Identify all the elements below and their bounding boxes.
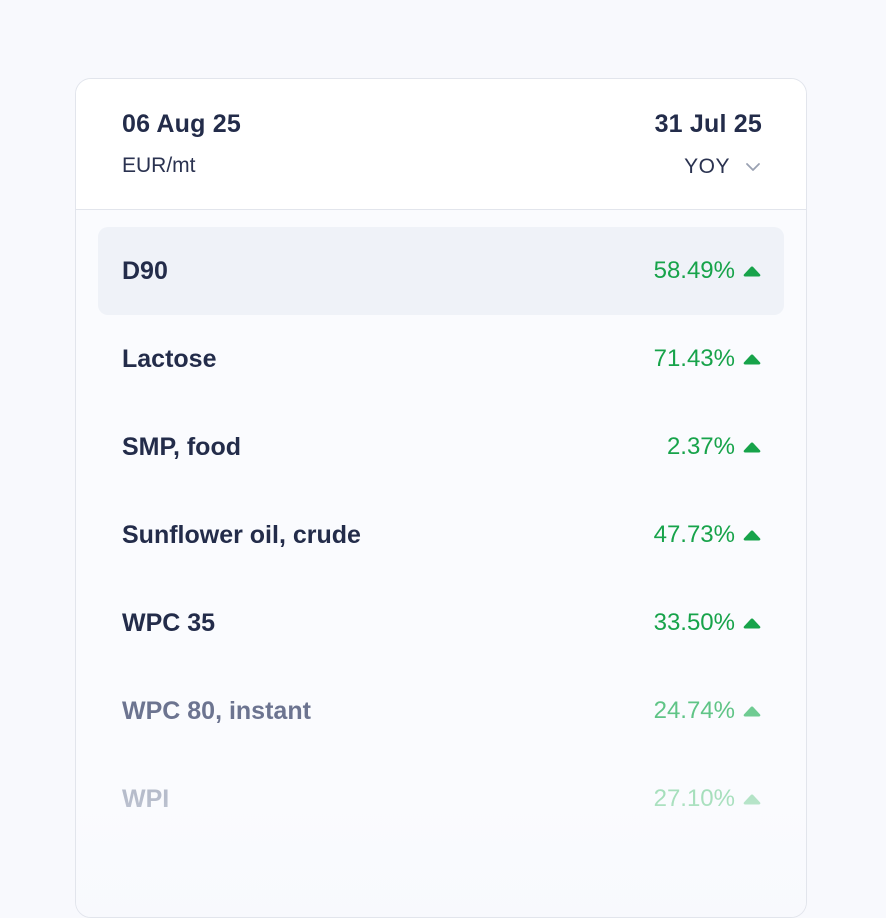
list-item[interactable]: D90 58.49% [98, 227, 784, 315]
change-percent: 2.37% [666, 433, 735, 460]
list-item[interactable]: WPI 27.10% [98, 755, 784, 843]
product-name: SMP, food [122, 432, 241, 461]
product-name: WPC 35 [122, 608, 216, 637]
product-name: Sunflower oil, crude [122, 520, 361, 549]
change-value: 33.50% [654, 609, 761, 637]
chevron-down-icon [744, 158, 762, 176]
list-item[interactable]: WPC 35 33.50% [98, 579, 784, 667]
product-name: WPI [122, 784, 170, 813]
period-dropdown-value: YOY [684, 155, 730, 178]
triangle-up-icon [743, 354, 761, 364]
triangle-up-icon [743, 266, 761, 276]
change-value: 27.10% [654, 785, 761, 813]
card-header: 06 Aug 25 EUR/mt 31 Jul 25 YOY [76, 79, 806, 210]
triangle-up-icon [743, 706, 761, 716]
product-name: Lactose [122, 344, 217, 373]
period-dropdown[interactable]: YOY [684, 155, 762, 179]
date-from: 06 Aug 25 [122, 110, 241, 138]
list-item[interactable]: Lactose 71.43% [98, 315, 784, 403]
unit-label: EUR/mt [122, 154, 196, 177]
triangle-up-icon [743, 794, 761, 804]
product-list: D90 58.49% Lactose 71.43% SMP, food 2.37… [76, 210, 806, 843]
change-value: 58.49% [654, 257, 761, 285]
list-item[interactable]: SMP, food 2.37% [98, 403, 784, 491]
list-item[interactable]: WPC 80, instant 24.74% [98, 667, 784, 755]
price-change-card: 06 Aug 25 EUR/mt 31 Jul 25 YOY D90 58.49… [75, 78, 807, 918]
product-name: D90 [122, 256, 168, 285]
triangle-up-icon [743, 530, 761, 540]
change-percent: 58.49% [653, 257, 735, 284]
date-to: 31 Jul 25 [654, 110, 762, 138]
change-value: 47.73% [654, 521, 761, 549]
change-percent: 47.73% [653, 521, 735, 548]
change-percent: 71.43% [653, 345, 735, 372]
triangle-up-icon [743, 442, 761, 452]
change-percent: 24.74% [653, 697, 735, 724]
change-value: 2.37% [667, 433, 761, 461]
change-value: 24.74% [654, 697, 761, 725]
list-item[interactable]: Sunflower oil, crude 47.73% [98, 491, 784, 579]
change-percent: 27.10% [653, 785, 735, 812]
change-percent: 33.50% [653, 609, 735, 636]
triangle-up-icon [743, 618, 761, 628]
change-value: 71.43% [654, 345, 761, 373]
product-name: WPC 80, instant [122, 696, 311, 725]
